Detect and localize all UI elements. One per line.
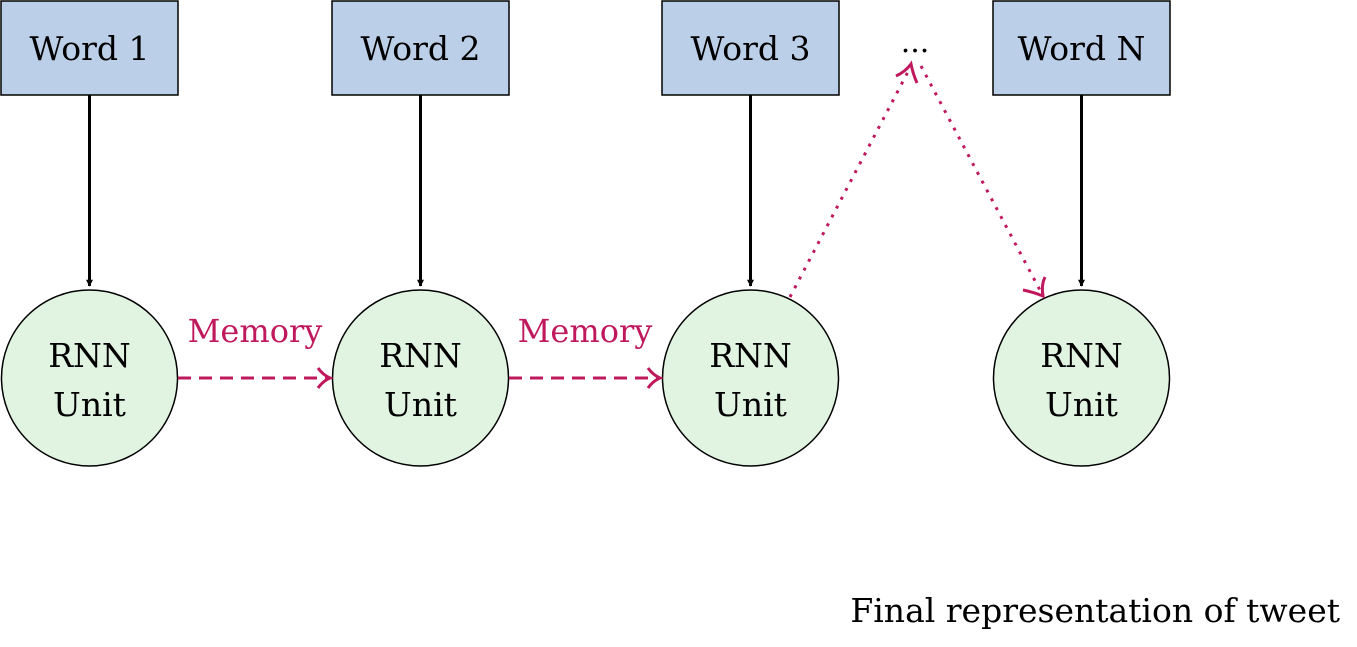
rnn-unit-n: RNN Unit xyxy=(992,289,1171,467)
word-label-3: Word 3 xyxy=(691,29,811,68)
dotted-arrow-down xyxy=(919,65,1047,299)
ellipsis: ... xyxy=(901,25,930,60)
rnn-unit-1: RNN Unit xyxy=(0,289,179,467)
memory-label-1: Memory xyxy=(188,312,323,350)
word-label-n: Word N xyxy=(1018,29,1146,68)
memory-label-2: Memory xyxy=(518,312,653,350)
rnn-unit-2-line2: Unit xyxy=(384,385,457,424)
rnn-unit-2: RNN Unit xyxy=(331,289,510,467)
rnn-unit-1-line1: RNN xyxy=(48,336,131,375)
word-label-1: Word 1 xyxy=(30,29,150,68)
dotted-arrow-up xyxy=(788,60,919,298)
rnn-unit-3-line2: Unit xyxy=(714,385,787,424)
memory-arrow-1 xyxy=(178,367,334,389)
rnn-unit-3-line1: RNN xyxy=(709,336,792,375)
rnn-unit-n-line2: Unit xyxy=(1045,385,1118,424)
memory-arrow-2 xyxy=(509,367,664,389)
rnn-unit-1-line2: Unit xyxy=(53,385,126,424)
word-box-3: Word 3 xyxy=(661,0,840,96)
caption: Final representation of tweet xyxy=(850,591,1340,630)
word-box-1: Word 1 xyxy=(0,0,179,96)
rnn-unit-n-line1: RNN xyxy=(1040,336,1123,375)
rnn-unit-3: RNN Unit xyxy=(661,289,840,467)
word-label-2: Word 2 xyxy=(361,29,481,68)
word-box-2: Word 2 xyxy=(331,0,510,96)
word-box-n: Word N xyxy=(992,0,1171,96)
rnn-unit-2-line1: RNN xyxy=(379,336,462,375)
